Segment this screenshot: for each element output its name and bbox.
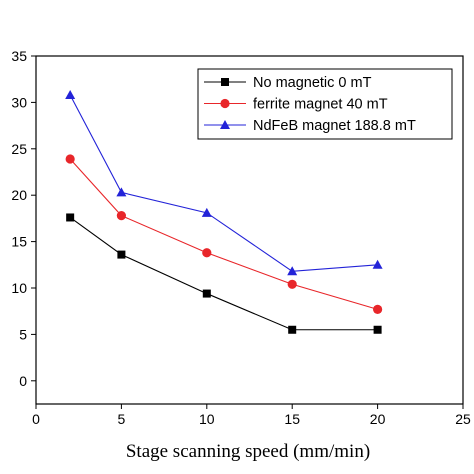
data-point <box>372 259 383 269</box>
plot-axes <box>35 55 464 405</box>
x-axis-label: Stage scanning speed (mm/min) <box>126 441 370 462</box>
series-1 <box>66 213 382 334</box>
data-point <box>373 304 383 314</box>
legend-marker <box>220 120 230 129</box>
legend-entry: NdFeB magnet 188.8 mT <box>204 118 416 134</box>
y-tick-label: 10 <box>11 280 27 296</box>
y-tick-label: 15 <box>11 234 27 250</box>
x-tick-label: 15 <box>284 411 300 427</box>
legend-entry: ferrite magnet 40 mT <box>204 97 388 113</box>
y-tick-label: 35 <box>11 48 27 64</box>
legend-label: ferrite magnet 40 mT <box>253 97 388 113</box>
x-tick-label: 0 <box>32 411 40 427</box>
plot-frame <box>35 55 464 405</box>
x-tick-label: 5 <box>118 411 126 427</box>
legend: No magnetic 0 mT ferrite magnet 40 mT NdFe… <box>197 68 453 140</box>
data-point <box>116 211 126 221</box>
x-tick-label: 10 <box>199 411 215 427</box>
data-point <box>202 289 211 298</box>
y-tick-label: 30 <box>11 94 27 110</box>
series-3 <box>65 89 383 276</box>
data-point <box>373 325 382 334</box>
x-tick-label: 20 <box>370 411 386 427</box>
legend-marker <box>220 98 230 109</box>
legend-marker <box>221 78 229 86</box>
data-point <box>201 207 212 217</box>
data-point <box>116 187 127 197</box>
legend-label: No magnetic 0 mT <box>253 75 372 91</box>
data-point <box>66 213 75 222</box>
series-layer <box>65 89 383 334</box>
axis-ticks: 0 5 10 15 20 25 0 5 10 15 20 25 30 35 <box>11 48 471 427</box>
data-point <box>288 325 297 334</box>
series-line <box>69 217 378 331</box>
y-tick-label: 0 <box>19 373 27 389</box>
legend-entry: No magnetic 0 mT <box>204 75 372 91</box>
y-tick-label: 20 <box>11 187 27 203</box>
data-point <box>117 250 126 259</box>
data-point <box>202 248 212 258</box>
y-tick-label: 25 <box>11 141 27 157</box>
x-tick-label: 25 <box>455 411 471 427</box>
y-tick-label: 5 <box>19 326 27 342</box>
legend-label: NdFeB magnet 188.8 mT <box>253 118 416 134</box>
data-point <box>287 266 298 276</box>
series-2 <box>65 154 383 314</box>
data-point <box>65 154 75 164</box>
data-point <box>287 279 297 289</box>
data-point <box>65 89 76 99</box>
